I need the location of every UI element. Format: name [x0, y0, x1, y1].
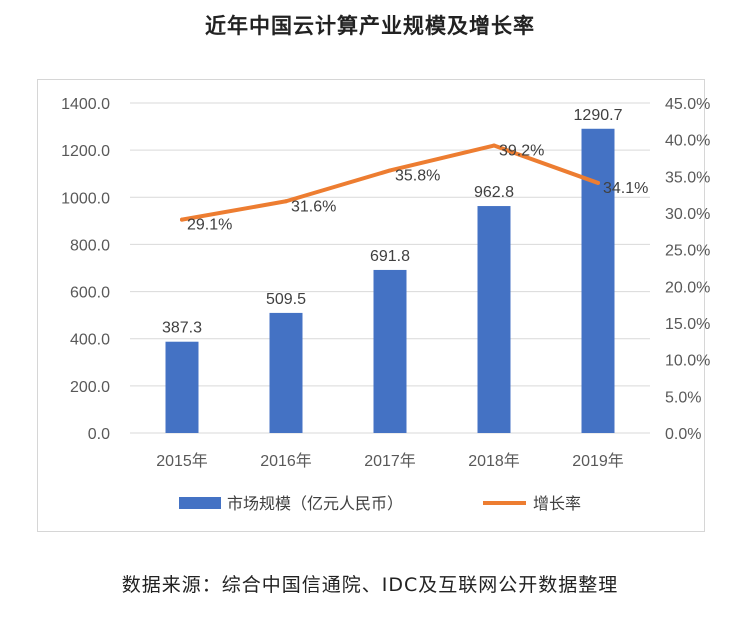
y-right-tick-label: 15.0%: [665, 316, 710, 333]
y-right-tick-label: 25.0%: [665, 243, 710, 260]
y-left-tick-label: 200.0: [70, 379, 110, 396]
bar-data-label: 1290.7: [574, 107, 623, 124]
y-right-tick-label: 0.0%: [665, 426, 701, 443]
bar: [269, 312, 303, 433]
line-point: [388, 168, 392, 173]
line-point: [284, 199, 288, 204]
line-data-label: 31.6%: [291, 198, 336, 215]
y-left-tick-label: 400.0: [70, 332, 110, 349]
bar: [581, 128, 615, 434]
legend-swatch-bar: [179, 497, 221, 509]
line-data-label: 39.2%: [499, 143, 544, 160]
bar: [373, 269, 407, 433]
bar-data-label: 387.3: [162, 320, 202, 337]
chart-title: 近年中国云计算产业规模及增长率: [205, 14, 535, 38]
bar-data-label: 962.8: [474, 184, 514, 201]
y-right-tick-label: 5.0%: [665, 389, 701, 406]
bar-data-label: 509.5: [266, 291, 306, 308]
y-left-tick-label: 600.0: [70, 285, 110, 302]
x-tick-label: 2018年: [468, 452, 520, 470]
x-tick-label: 2015年: [156, 452, 208, 470]
y-left-tick-label: 1400.0: [61, 96, 110, 113]
line-point: [596, 180, 600, 185]
line-data-label: 29.1%: [187, 217, 232, 234]
x-tick-label: 2017年: [364, 452, 416, 470]
bar: [477, 206, 511, 433]
y-right-tick-label: 20.0%: [665, 279, 710, 296]
y-right-tick-label: 35.0%: [665, 169, 710, 186]
bar: [165, 341, 199, 433]
legend-label-line: 增长率: [533, 494, 581, 513]
line-data-label: 35.8%: [395, 167, 440, 184]
data-source-note: 数据来源：综合中国信通院、IDC及互联网公开数据整理: [121, 574, 619, 596]
chart-frame: [37, 79, 705, 532]
y-left-tick-label: 1200.0: [61, 143, 110, 160]
y-left-tick-label: 0.0: [88, 426, 110, 443]
x-tick-label: 2016年: [260, 452, 312, 470]
y-left-tick-label: 1000.0: [61, 190, 110, 207]
y-left-tick-label: 800.0: [70, 237, 110, 254]
y-right-tick-label: 30.0%: [665, 206, 710, 223]
line-point: [492, 143, 496, 148]
x-tick-label: 2019年: [572, 452, 624, 470]
legend-label-bar: 市场规模（亿元人民币）: [227, 494, 403, 513]
y-right-tick-label: 45.0%: [665, 96, 710, 113]
line-data-label: 34.1%: [603, 180, 648, 197]
y-right-tick-label: 10.0%: [665, 353, 710, 370]
bar-data-label: 691.8: [370, 248, 410, 265]
y-right-tick-label: 40.0%: [665, 133, 710, 150]
line-point: [180, 217, 184, 222]
